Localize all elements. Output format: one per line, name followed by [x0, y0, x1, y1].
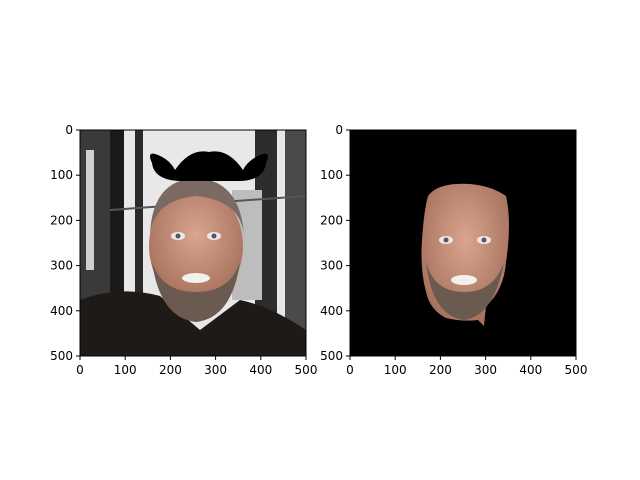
right-y-tick-label: 400: [320, 304, 343, 318]
left-y-tick-label: 400: [50, 304, 73, 318]
right-x-tick-label: 100: [384, 363, 407, 377]
left-x-tick-label: 0: [76, 363, 84, 377]
right-y-tick-label: 200: [320, 213, 343, 227]
right-y-tick-label: 500: [320, 349, 343, 363]
right-y-tick-label: 0: [335, 123, 343, 137]
right-x-tick-label: 200: [429, 363, 452, 377]
left-y-tick-label: 500: [50, 349, 73, 363]
right-x-tick-label: 0: [346, 363, 354, 377]
left-x-tick-label: 100: [114, 363, 137, 377]
right-x-tick-label: 400: [519, 363, 542, 377]
right-x-tick-label: 500: [565, 363, 588, 377]
left-x-tick-label: 500: [295, 363, 318, 377]
left-photo: [80, 130, 306, 356]
left-y-tick-label: 200: [50, 213, 73, 227]
right-x-tick-label: 300: [474, 363, 497, 377]
right-photo: [350, 130, 576, 356]
left-x-tick-label: 300: [204, 363, 227, 377]
left-y-tick-label: 0: [65, 123, 73, 137]
right-y-tick-label: 300: [320, 259, 343, 273]
left-y-tick-label: 300: [50, 259, 73, 273]
left-x-tick-label: 400: [249, 363, 272, 377]
right-axes-frame: [349, 129, 577, 357]
right-y-tick-label: 100: [320, 168, 343, 182]
left-x-tick-label: 200: [159, 363, 182, 377]
left-axes-frame: [79, 129, 307, 357]
left-y-tick-label: 100: [50, 168, 73, 182]
